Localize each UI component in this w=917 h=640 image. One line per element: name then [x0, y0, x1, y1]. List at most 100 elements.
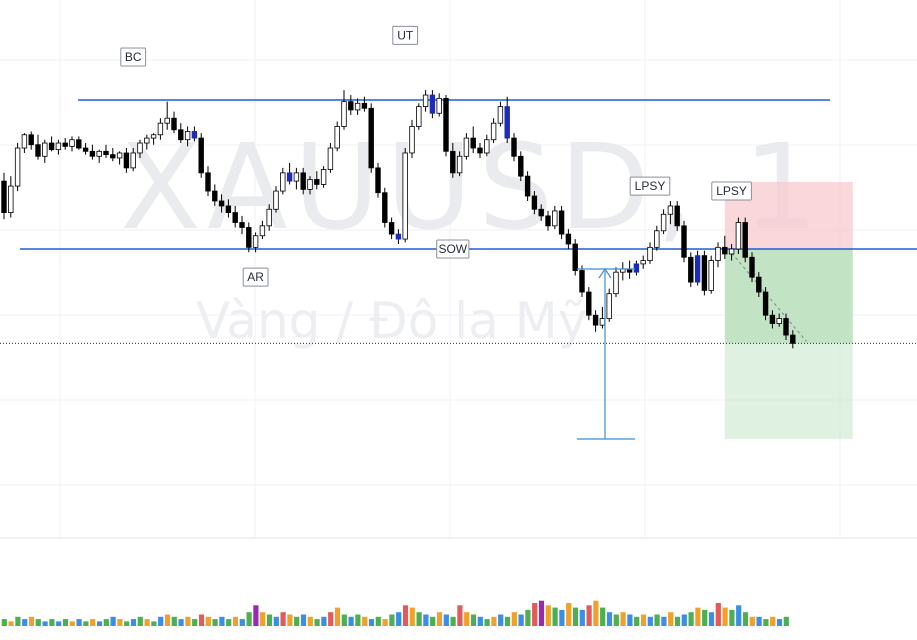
annotation-label: LPSY	[629, 176, 671, 196]
candle	[164, 101, 170, 130]
volume-bar	[545, 605, 551, 626]
candle-body	[565, 233, 572, 245]
volume-bar	[600, 607, 606, 626]
volume-bar	[647, 616, 653, 626]
candles	[1, 90, 796, 349]
volume-bar	[42, 621, 48, 626]
candle	[21, 133, 28, 153]
candle	[416, 103, 422, 130]
volume-bar	[321, 616, 327, 626]
volume-bar	[634, 616, 640, 626]
candle	[674, 200, 680, 231]
candle-body	[477, 147, 483, 154]
candle	[218, 194, 225, 213]
candle	[382, 187, 388, 228]
position-zones[interactable]	[724, 182, 853, 439]
candle	[280, 167, 286, 195]
price-range-measure[interactable]	[577, 267, 635, 440]
candle-body	[586, 291, 592, 316]
candle-body	[48, 142, 55, 151]
volume-bar	[260, 612, 266, 626]
volume-bar	[695, 607, 701, 626]
candle	[273, 186, 279, 213]
volume-bar	[525, 609, 531, 626]
candle	[150, 133, 157, 145]
volume-bar	[130, 619, 137, 626]
candle-body	[402, 152, 408, 240]
volume-bar	[668, 612, 674, 626]
candle	[694, 250, 701, 286]
annotation-text: LPSY	[635, 179, 666, 193]
volume-bar	[185, 616, 191, 626]
candle-body	[334, 126, 340, 149]
target-zone-extension	[724, 343, 853, 439]
annotation-text: BC	[125, 50, 142, 64]
volume-bar	[443, 614, 449, 626]
candle-body	[252, 235, 259, 248]
candle	[592, 310, 599, 332]
volume-bar	[450, 616, 456, 626]
candle-body	[531, 195, 538, 210]
volume-bar	[158, 616, 164, 626]
volume-bar	[702, 609, 708, 626]
annotation-label: LPSY	[711, 181, 752, 201]
candle-body	[150, 134, 157, 139]
candle-body	[688, 256, 694, 283]
candle	[660, 209, 667, 235]
candle	[157, 118, 164, 140]
candle-body	[388, 222, 395, 235]
candle	[395, 229, 402, 245]
candle	[300, 167, 306, 195]
candle	[504, 96, 510, 144]
candle	[252, 232, 259, 253]
candle-body	[640, 260, 646, 265]
volume-bar	[192, 619, 198, 626]
volume-bar	[464, 612, 470, 626]
candle-body	[606, 293, 612, 319]
volume-bar	[559, 609, 565, 626]
volume-bar	[205, 616, 211, 626]
candle	[320, 166, 327, 188]
candle	[579, 265, 585, 298]
volume-bar	[640, 614, 647, 626]
candle-body	[96, 150, 102, 157]
volume-bar	[178, 619, 184, 626]
candle	[606, 288, 612, 322]
candle	[715, 242, 721, 268]
candle-body	[647, 246, 653, 261]
candle	[484, 134, 490, 157]
candle-body	[266, 208, 272, 227]
candle	[35, 134, 41, 160]
candle-body	[660, 213, 667, 232]
volume-bar	[538, 600, 545, 626]
volume-bar	[484, 619, 490, 626]
candle-body	[742, 222, 748, 258]
candle-body	[382, 192, 388, 223]
volume-bar	[756, 616, 762, 626]
volume-bar	[328, 612, 334, 626]
volume-bar	[1, 619, 7, 626]
candle	[728, 244, 735, 261]
candle	[246, 222, 252, 253]
volume-bar	[416, 612, 422, 626]
volume-bar	[368, 619, 375, 626]
candle	[361, 96, 368, 112]
candle	[776, 313, 782, 327]
annotation-text: UT	[397, 28, 414, 42]
candle	[756, 272, 762, 298]
annotation-box	[711, 181, 752, 201]
volume-bar	[715, 603, 721, 626]
candle-body	[76, 139, 82, 149]
candle	[130, 148, 136, 172]
candle-body	[395, 233, 402, 240]
candle-body	[511, 137, 517, 157]
candle	[14, 143, 21, 192]
annotations[interactable]: BC AR UT SOW LPSY LPSY	[120, 25, 752, 287]
candle	[178, 123, 184, 144]
volume-bar	[219, 616, 225, 626]
volume-bar	[8, 621, 14, 626]
candle-body	[89, 150, 96, 157]
candle	[116, 151, 123, 165]
candle	[76, 136, 82, 150]
